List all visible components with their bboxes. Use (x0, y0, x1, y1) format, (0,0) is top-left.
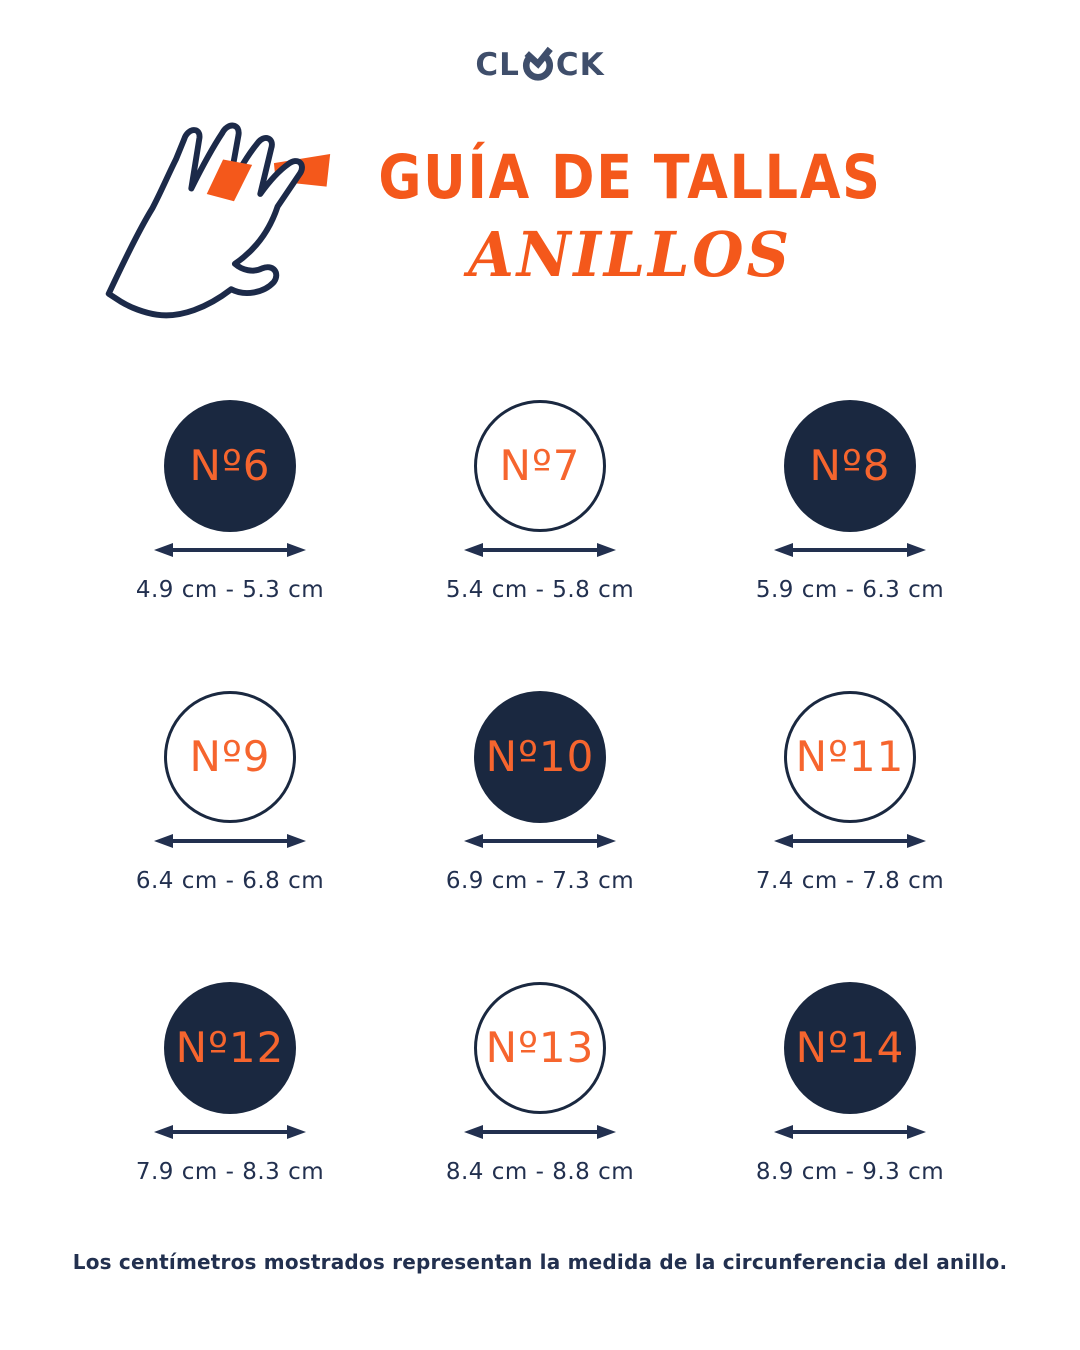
ring-size-circle: Nº9 (164, 691, 296, 823)
double-headed-arrow-icon (774, 1125, 926, 1139)
title-line-2: ANILLOS (468, 218, 792, 292)
ring-size-label: Nº7 (499, 441, 581, 490)
title-line-1: GUÍA DE TALLAS (378, 142, 882, 213)
ring-size-range: 6.4 cm - 6.8 cm (135, 868, 325, 894)
ring-size-range: 6.9 cm - 7.3 cm (445, 868, 635, 894)
ring-size-circle: Nº6 (164, 400, 296, 532)
logo-text-left: CL (475, 47, 520, 83)
page-title: GUÍA DE TALLAS ANILLOS (320, 142, 940, 292)
ring-size-label: Nº14 (795, 1023, 905, 1072)
double-headed-arrow-icon (774, 543, 926, 557)
double-headed-arrow-icon (154, 1125, 306, 1139)
ring-size-label: Nº13 (485, 1023, 595, 1072)
ring-size-range: 4.9 cm - 5.3 cm (135, 577, 325, 603)
ring-size-label: Nº8 (809, 441, 891, 490)
double-headed-arrow-icon (774, 834, 926, 848)
hand-with-ring-illustration (105, 122, 331, 319)
ring-size-item: Nº6 4.9 cm - 5.3 cm (136, 400, 324, 691)
brand-logo: CL CK (0, 46, 1080, 83)
ring-size-circle: Nº10 (474, 691, 606, 823)
ring-size-range: 5.9 cm - 6.3 cm (755, 577, 945, 603)
double-headed-arrow-icon (154, 834, 306, 848)
ring-size-item: Nº9 6.4 cm - 6.8 cm (136, 691, 324, 982)
ring-band (206, 159, 253, 202)
ring-size-item: Nº8 5.9 cm - 6.3 cm (756, 400, 944, 691)
ring-size-range: 8.4 cm - 8.8 cm (445, 1159, 635, 1185)
ring-size-label: Nº12 (175, 1023, 285, 1072)
double-headed-arrow-icon (464, 543, 616, 557)
ring-size-label: Nº11 (795, 732, 905, 781)
double-headed-arrow-icon (464, 834, 616, 848)
ring-size-item: Nº11 7.4 cm - 7.8 cm (756, 691, 944, 982)
ring-size-range: 7.4 cm - 7.8 cm (755, 868, 945, 894)
ring-size-item: Nº14 8.9 cm - 9.3 cm (756, 982, 944, 1273)
ring-size-circle: Nº13 (474, 982, 606, 1114)
double-headed-arrow-icon (464, 1125, 616, 1139)
ring-size-item: Nº7 5.4 cm - 5.8 cm (446, 400, 634, 691)
double-headed-arrow-icon (154, 543, 306, 557)
size-grid: Nº6 4.9 cm - 5.3 cm Nº7 5.4 cm - 5.8 cm (75, 400, 1005, 1273)
owl-clock-icon (522, 46, 553, 81)
ring-size-circle: Nº14 (784, 982, 916, 1114)
logo-text-right: CK (555, 47, 605, 83)
footer-note: Los centímetros mostrados representan la… (72, 1250, 1008, 1274)
hand-outline (105, 122, 305, 319)
ring-size-circle: Nº8 (784, 400, 916, 532)
ring-size-item: Nº10 6.9 cm - 7.3 cm (446, 691, 634, 982)
ring-size-range: 8.9 cm - 9.3 cm (755, 1159, 945, 1185)
ring-size-circle: Nº11 (784, 691, 916, 823)
ring-size-label: Nº10 (485, 732, 595, 781)
ring-size-label: Nº9 (189, 732, 271, 781)
ring-size-range: 7.9 cm - 8.3 cm (135, 1159, 325, 1185)
ring-size-item: Nº13 8.4 cm - 8.8 cm (446, 982, 634, 1273)
ring-size-item: Nº12 7.9 cm - 8.3 cm (136, 982, 324, 1273)
ring-size-circle: Nº7 (474, 400, 606, 532)
ring-size-circle: Nº12 (164, 982, 296, 1114)
ring-size-label: Nº6 (189, 441, 271, 490)
ring-size-range: 5.4 cm - 5.8 cm (445, 577, 635, 603)
